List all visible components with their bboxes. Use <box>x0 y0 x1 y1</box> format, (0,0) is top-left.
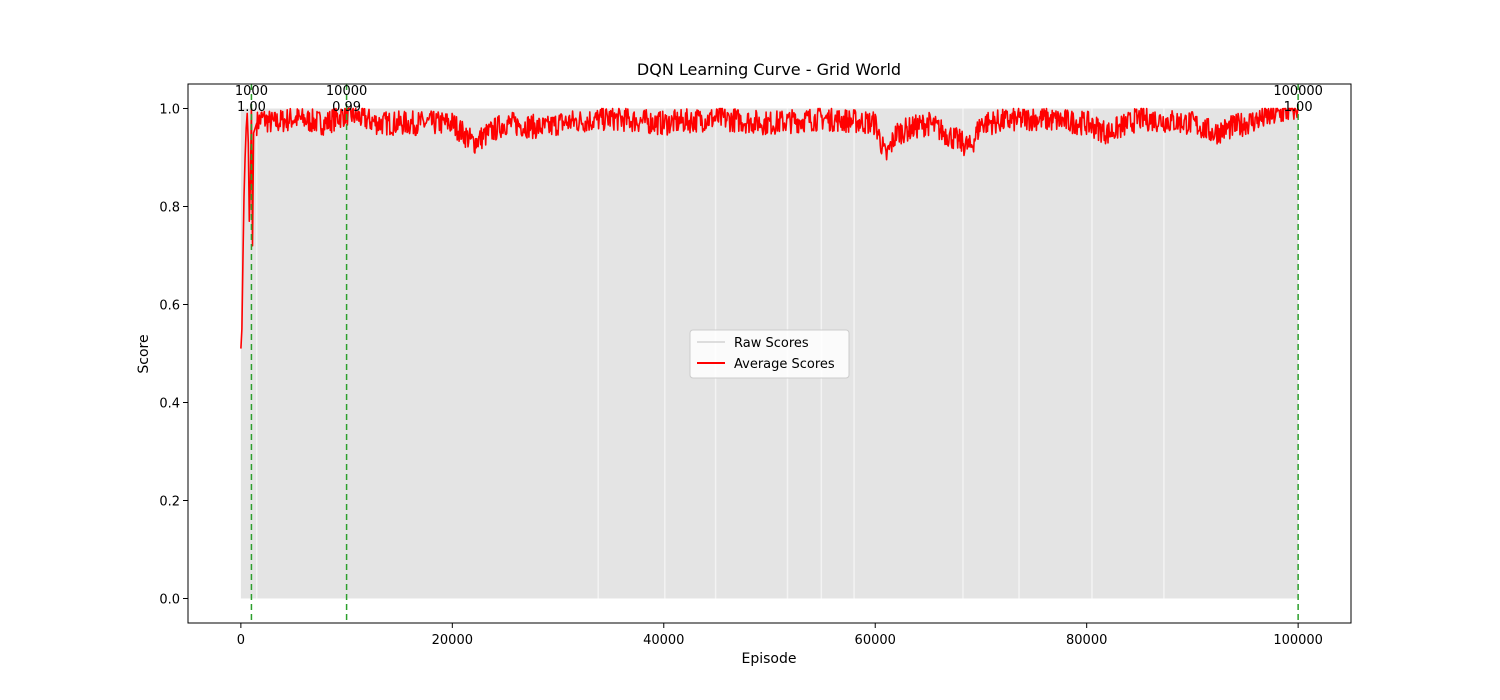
y-tick-label: 0.8 <box>159 201 180 216</box>
y-tick-label: 1.0 <box>159 103 180 118</box>
x-tick-label: 0 <box>237 633 245 648</box>
x-tick-label: 80000 <box>1066 633 1107 648</box>
x-axis-ticks: 0 20000 40000 60000 80000 100000 <box>237 623 1323 648</box>
plot-frame <box>187 83 1352 624</box>
y-tick-label: 0.6 <box>159 299 180 314</box>
milestone-episode-label-0: 1000 <box>235 84 268 99</box>
y-axis-label: Score <box>136 334 152 373</box>
legend-average-label: Average Scores <box>734 357 835 372</box>
x-tick-label: 20000 <box>432 633 473 648</box>
x-axis-label: Episode <box>742 651 797 667</box>
milestone-score-label-0: 1.00 <box>237 100 266 115</box>
x-tick-label: 60000 <box>855 633 896 648</box>
y-tick-label: 0.4 <box>159 397 180 412</box>
average-scores-line <box>240 107 1299 349</box>
milestone-score-label-1: 0.99 <box>332 100 361 115</box>
x-tick-label: 40000 <box>643 633 684 648</box>
legend-raw-label: Raw Scores <box>734 336 809 351</box>
x-tick-label: 100000 <box>1273 633 1323 648</box>
milestone-score-label-2: 1.00 <box>1284 100 1313 115</box>
y-tick-label: 0.0 <box>159 593 180 608</box>
milestone-episode-label-2: 100000 <box>1273 84 1323 99</box>
y-tick-label: 0.2 <box>159 495 180 510</box>
legend: Raw Scores Average Scores <box>689 329 850 379</box>
average-scores-series <box>240 107 1299 349</box>
y-axis-ticks: 0.0 0.2 0.4 0.6 0.8 1.0 <box>159 103 188 608</box>
chart-title: DQN Learning Curve - Grid World <box>637 60 901 79</box>
milestone-episode-label-1: 10000 <box>326 84 367 99</box>
